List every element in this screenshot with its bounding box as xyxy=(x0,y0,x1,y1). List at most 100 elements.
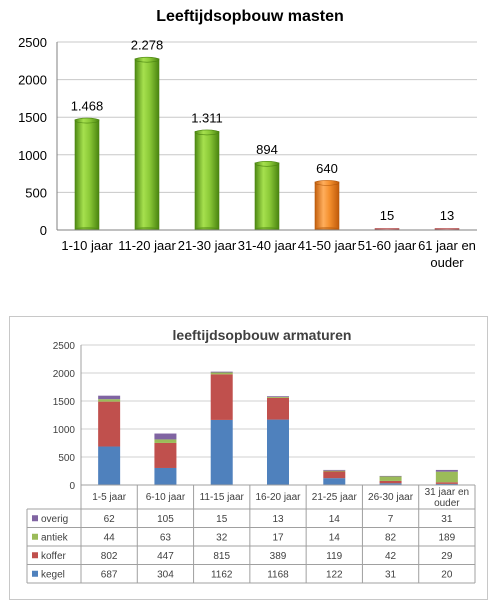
table-cell: 119 xyxy=(326,551,342,562)
x-tick-label: 41-50 jaar xyxy=(298,238,357,253)
table-cell: 31 xyxy=(441,514,453,525)
gridlines xyxy=(57,41,477,193)
y-tick-label: 1000 xyxy=(18,148,47,163)
bar-segment xyxy=(98,446,121,485)
table-cell: 304 xyxy=(157,569,174,580)
bar-segment xyxy=(323,471,346,479)
bar-segment xyxy=(154,442,177,468)
data-label: 15 xyxy=(380,208,394,223)
table-cell: 189 xyxy=(439,532,456,543)
bar-base xyxy=(76,227,98,230)
x-tick-label: 31 jaar en ouder xyxy=(425,487,469,509)
bar-base xyxy=(256,227,278,230)
table-cell: 14 xyxy=(329,514,341,525)
bar-segment xyxy=(323,469,346,471)
bar xyxy=(314,181,340,231)
bar xyxy=(74,119,100,231)
y-tick-label: 0 xyxy=(40,223,47,238)
bar-segment xyxy=(98,395,121,400)
bar-base xyxy=(136,227,158,230)
table-cell: 20 xyxy=(441,569,453,580)
bar xyxy=(194,131,220,231)
bar-segment xyxy=(379,483,402,485)
chart-masten: Leeftijdsopbouw masten 0 500 1000 1500 2000 2… xyxy=(18,8,477,270)
y-axis: 0 500 1000 1500 2000 2500 xyxy=(53,341,82,492)
bar-cap xyxy=(134,56,160,63)
bar-cap xyxy=(194,129,220,136)
y-tick-label: 2000 xyxy=(18,73,47,88)
table-cell: 82 xyxy=(385,532,397,543)
table-cell: 29 xyxy=(441,551,453,562)
y-tick-label: 500 xyxy=(25,185,47,200)
bar-segment xyxy=(435,471,458,483)
bar-segment xyxy=(98,401,121,447)
y-tick-label: 0 xyxy=(69,481,75,492)
table-cell: 7 xyxy=(388,514,394,525)
bars: 1.468 2.278 1.311 894 640 15 13 xyxy=(71,38,460,231)
y-tick-label: 2000 xyxy=(53,369,76,380)
data-label: 894 xyxy=(256,142,278,157)
bar-segment xyxy=(154,467,177,485)
bar-segment xyxy=(210,371,233,373)
bar xyxy=(134,58,160,231)
table-cell: 42 xyxy=(385,551,397,562)
x-tick-label: 1-5 jaar xyxy=(92,492,127,503)
bar-segment xyxy=(435,469,458,472)
table-cell: 13 xyxy=(272,514,284,525)
bar-segment xyxy=(98,399,121,402)
x-tick-label: 21-30 jaar xyxy=(178,238,237,253)
legend-swatch xyxy=(32,552,38,559)
chart-armaturen-frame: leeftijdsopbouw armaturen 0 500 1000 1500 20… xyxy=(9,316,488,600)
bar-cap xyxy=(254,160,280,167)
bar-segment xyxy=(267,396,289,398)
table-cell: 14 xyxy=(329,532,341,543)
x-tick-label: 16-20 jaar xyxy=(255,492,301,503)
chart-armaturen: leeftijdsopbouw armaturen 0 500 1000 1500 20… xyxy=(26,327,476,584)
bar-segment xyxy=(379,480,402,484)
bar-base xyxy=(196,227,218,230)
bar-segment xyxy=(267,396,289,397)
y-tick-label: 1500 xyxy=(53,397,76,408)
bar-segment xyxy=(154,433,177,440)
x-tick-label: 1-10 jaar xyxy=(61,238,113,253)
table-cell: 1168 xyxy=(267,569,289,580)
bar-segment xyxy=(379,475,402,477)
y-tick-label: 1000 xyxy=(53,425,76,436)
y-tick-label: 500 xyxy=(58,453,75,464)
legend-label: kegel xyxy=(41,569,65,580)
data-label: 640 xyxy=(316,161,338,176)
chart-title: leeftijdsopbouw armaturen xyxy=(173,327,352,343)
table-cell: 815 xyxy=(213,551,230,562)
table-cell: 1162 xyxy=(211,569,233,580)
data-label: 1.468 xyxy=(71,99,104,114)
x-tick-label: 6-10 jaar xyxy=(146,492,186,503)
bar xyxy=(254,162,280,231)
legend-swatch xyxy=(32,515,38,522)
bar-segment xyxy=(210,372,233,375)
table-cell: 687 xyxy=(101,569,118,580)
x-axis: 1-10 jaar 11-20 jaar 21-30 jaar 31-40 jaar 4… xyxy=(57,229,477,270)
legend-label: antiek xyxy=(41,532,69,543)
bar-segment xyxy=(379,476,402,481)
x-tick-label: 21-25 jaar xyxy=(312,492,358,503)
y-tick-label: 2500 xyxy=(53,341,76,352)
stacked-bars xyxy=(98,371,458,485)
bar-cap xyxy=(314,180,340,186)
table-cell: 62 xyxy=(104,514,116,525)
y-axis: 0 500 1000 1500 2000 2500 xyxy=(18,35,58,238)
bar-segment xyxy=(323,470,346,472)
y-tick-label: 1500 xyxy=(18,110,47,125)
legend-label: koffer xyxy=(41,551,66,562)
table-cell: 122 xyxy=(326,569,343,580)
x-tick-label: 31-40 jaar xyxy=(238,238,297,253)
legend-swatch xyxy=(32,570,38,577)
bar-base xyxy=(316,227,338,230)
bar-segment xyxy=(267,397,289,420)
x-tick-label: 61 jaar en ouder xyxy=(418,238,476,270)
table-cell: 44 xyxy=(104,532,116,543)
table-cell: 31 xyxy=(385,569,397,580)
legend-swatch xyxy=(32,533,38,540)
bar-segment xyxy=(154,439,177,443)
data-table: 1-5 jaar 6-10 jaar 11-15 jaar 16-20 jaar 21-… xyxy=(26,484,476,584)
chart-title: Leeftijdsopbouw masten xyxy=(156,8,344,25)
